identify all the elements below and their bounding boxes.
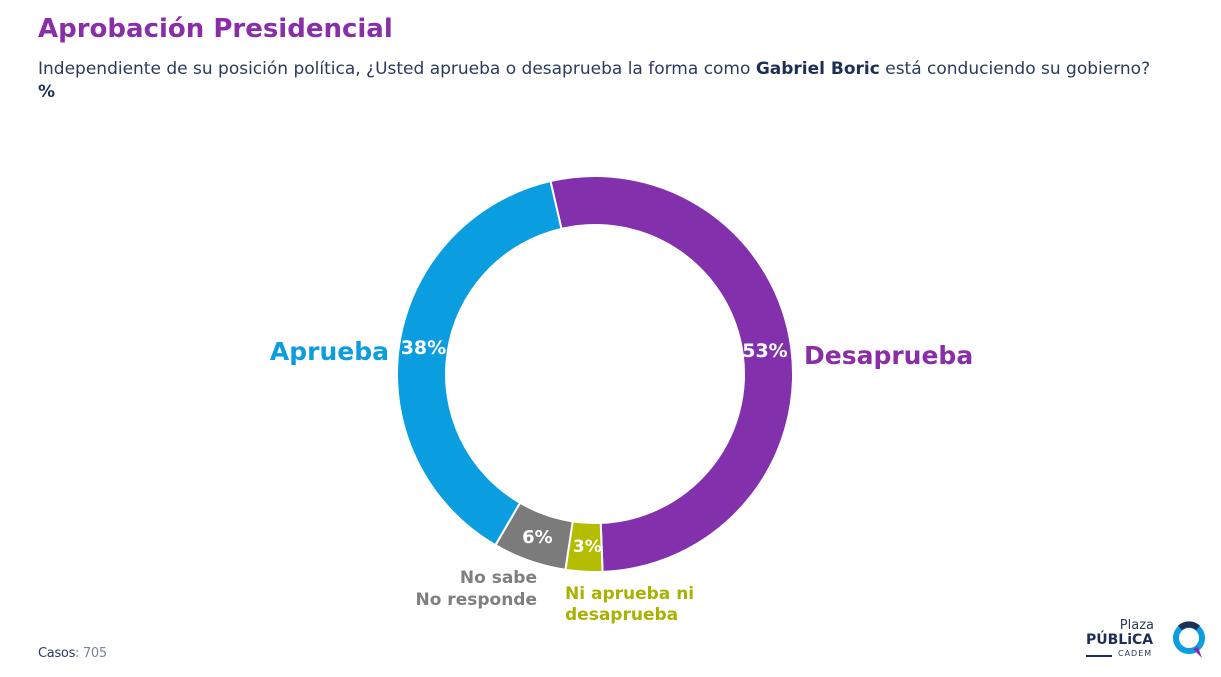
category-label-desaprueba: Desaprueba bbox=[804, 341, 973, 370]
logo-line2: PÚBLiCA bbox=[1086, 632, 1154, 648]
question-text-pre: Independiente de su posición política, ¿… bbox=[38, 59, 756, 79]
sample-size: Casos: 705 bbox=[38, 646, 107, 661]
value-label-aprueba: 38% bbox=[401, 337, 446, 359]
question-name: Gabriel Boric bbox=[755, 59, 880, 79]
logo-line1: Plaza bbox=[1119, 618, 1154, 633]
page-title: Aprobación Presidencial bbox=[38, 14, 393, 44]
question-text: Independiente de su posición política, ¿… bbox=[38, 58, 1158, 104]
logo-underline bbox=[1086, 655, 1112, 657]
donut-value-labels: 53% 3% 6% 38% bbox=[401, 337, 788, 557]
plaza-publica-cadem-logo: Plaza PÚBLiCA CADEM bbox=[1086, 618, 1206, 664]
category-label-no-sabe-no-responde: No sabe No responde bbox=[415, 568, 537, 610]
category-label-line: Ni aprueba ni bbox=[565, 584, 694, 604]
slice-desaprueba bbox=[549, 175, 794, 573]
value-label-no-sabe-no-responde: 6% bbox=[522, 527, 553, 548]
question-text-post: está conduciendo su gobierno? bbox=[879, 59, 1151, 79]
logo-line3: CADEM bbox=[1118, 649, 1153, 658]
category-label-line: No responde bbox=[415, 590, 537, 610]
category-label-aprueba: Aprueba bbox=[270, 337, 389, 366]
donut-category-labels: Desaprueba Ni aprueba ni desaprueba No sabe… bbox=[270, 337, 973, 625]
category-label-line: No sabe bbox=[460, 568, 537, 588]
value-label-ni-aprueba-ni-desaprueba: 3% bbox=[573, 537, 602, 557]
category-label-line: desaprueba bbox=[565, 605, 678, 625]
value-label-desaprueba: 53% bbox=[742, 340, 787, 362]
category-label-ni-aprueba-ni-desaprueba: Ni aprueba ni desaprueba bbox=[565, 584, 694, 625]
category-label-line: Aprueba bbox=[270, 337, 389, 366]
speech-bubble-icon bbox=[1173, 621, 1205, 658]
sample-size-value: : 705 bbox=[75, 646, 107, 661]
question-unit: % bbox=[38, 82, 56, 102]
donut-slices bbox=[396, 175, 794, 573]
sample-size-label: Casos bbox=[38, 646, 76, 661]
slice-aprueba bbox=[396, 179, 563, 547]
category-label-line: Desaprueba bbox=[804, 341, 973, 370]
